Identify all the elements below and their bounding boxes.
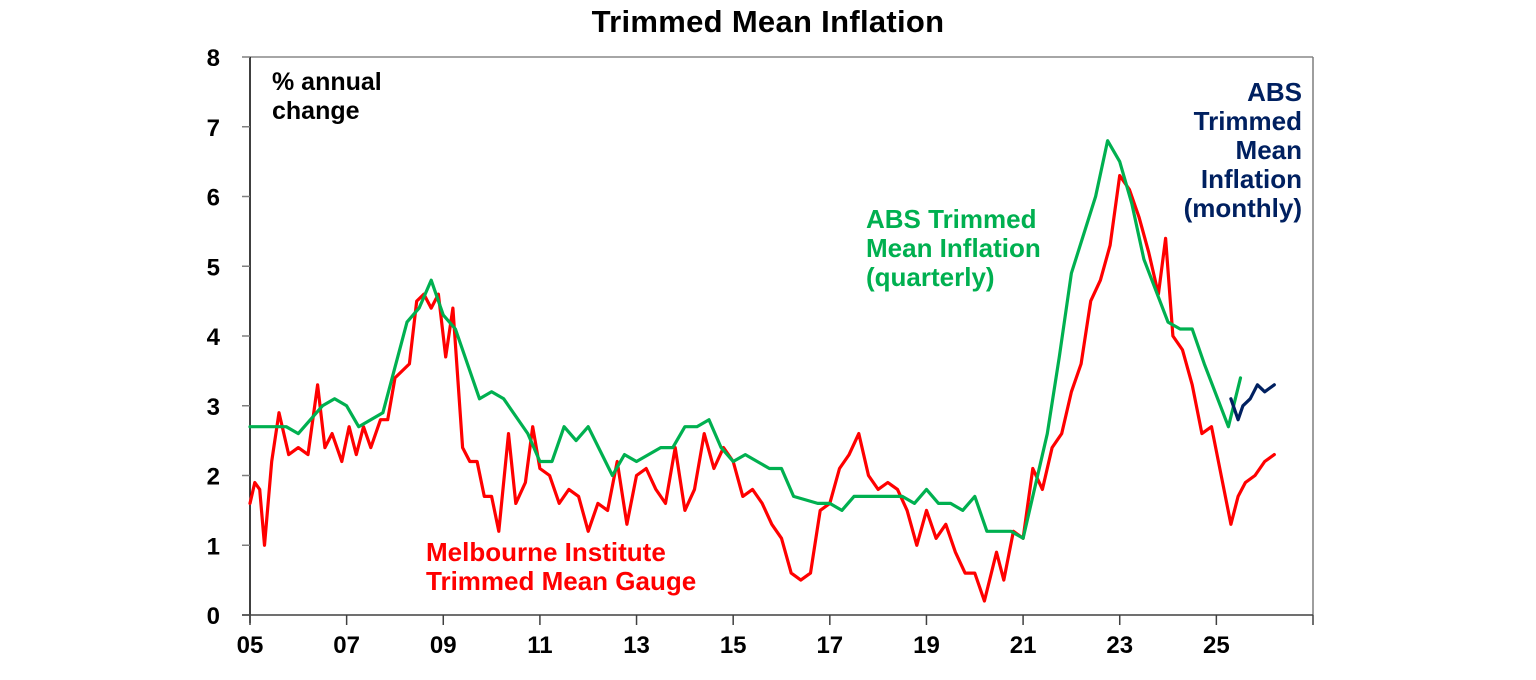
y-tick-label: 7 — [207, 115, 220, 142]
y-tick-label: 8 — [207, 45, 220, 72]
x-tick-label: 21 — [1010, 632, 1037, 659]
data-series — [248, 139, 1276, 603]
y-tick-label: 1 — [207, 533, 220, 560]
x-tick-label: 23 — [1106, 632, 1133, 659]
x-tick-label: 15 — [720, 632, 747, 659]
monthly-series-label: ABS Trimmed Mean Inflation (monthly) — [1183, 77, 1302, 223]
y-axis-units-label: % annual change — [272, 68, 382, 125]
y-tick-label: 4 — [207, 324, 221, 351]
y-tick-label: 3 — [207, 394, 220, 421]
x-tick-label: 05 — [237, 632, 264, 659]
y-tick-label: 6 — [207, 185, 220, 212]
series-line-abs-quarterly — [248, 139, 1243, 540]
series-line-melbourne-institute — [248, 174, 1276, 603]
x-tick-label: 09 — [430, 632, 457, 659]
y-tick-label: 0 — [207, 603, 220, 630]
plot-frame — [250, 56, 1314, 615]
x-tick-label: 11 — [527, 632, 552, 659]
y-tick-label: 5 — [207, 254, 220, 281]
x-tick-label: 19 — [913, 632, 940, 659]
x-tick-label: 17 — [816, 632, 843, 659]
x-tick-label: 25 — [1203, 632, 1230, 659]
melbourne-series-label: Melbourne Institute Trimmed Mean Gauge — [426, 537, 697, 596]
x-tick-label: 13 — [623, 632, 650, 659]
y-tick-label: 2 — [207, 464, 220, 491]
quarterly-series-label: ABS Trimmed Mean Inflation (quarterly) — [866, 204, 1041, 292]
series-line-abs-monthly — [1229, 383, 1276, 422]
chart-title: Trimmed Mean Inflation — [591, 4, 945, 39]
x-tick-label: 07 — [333, 632, 360, 659]
